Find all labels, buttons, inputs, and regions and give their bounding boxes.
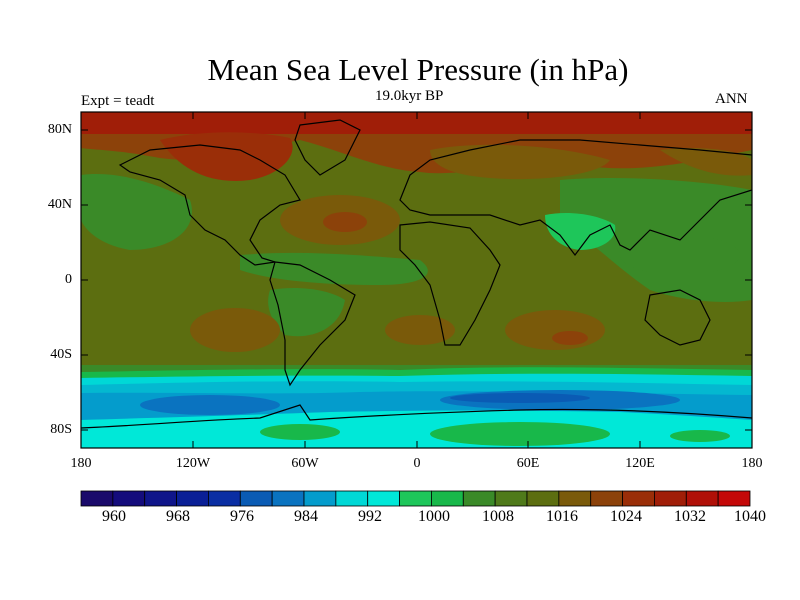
- lat-tick-label: 40N: [47, 197, 72, 212]
- map-ticks: [81, 112, 752, 448]
- lon-tick-label: 180: [70, 456, 92, 471]
- colorbar-label: 968: [166, 508, 190, 525]
- lat-tick-label: 80S: [50, 422, 72, 437]
- colorbar-label: 976: [230, 508, 254, 525]
- colorbar-swatch: [399, 490, 432, 507]
- colorbar-swatch: [303, 490, 337, 507]
- lon-tick-label: 180: [741, 456, 763, 471]
- lon-tick-label: 60W: [291, 456, 319, 471]
- lon-tick-label: 60E: [516, 456, 540, 471]
- colorbar-label: 984: [294, 508, 318, 525]
- colorbar-label: 1000: [418, 508, 450, 525]
- colorbar-label: 1032: [674, 508, 706, 525]
- lon-tick-label: 120W: [175, 456, 211, 471]
- colorbar-label: 1024: [610, 508, 642, 525]
- pressure-field: [81, 112, 752, 448]
- colorbar-label: 1016: [546, 508, 578, 525]
- colorbar-swatch: [717, 490, 751, 507]
- colorbar-swatch: [80, 490, 114, 507]
- colorbar-label: 960: [102, 508, 126, 525]
- colorbar-swatch: [685, 490, 719, 507]
- colorbar-label: 1008: [482, 508, 514, 525]
- colorbar-label: 1040: [734, 508, 766, 525]
- colorbar-label: 992: [358, 508, 382, 525]
- colorbar-swatch: [335, 490, 369, 507]
- colorbar-swatch: [208, 490, 241, 507]
- colorbar-swatch: [367, 490, 400, 507]
- colorbar-swatch: [431, 490, 464, 507]
- colorbar: [80, 490, 751, 507]
- lat-tick-label: 0: [65, 272, 72, 287]
- colorbar-swatch: [144, 490, 177, 507]
- season-label: ANN: [715, 91, 748, 107]
- colorbar-swatch: [558, 490, 592, 507]
- colorbar-swatch: [176, 490, 209, 507]
- colorbar-swatch: [590, 490, 623, 507]
- colorbar-swatch: [112, 490, 146, 507]
- colorbar-swatch: [462, 490, 496, 507]
- colorbar-swatch: [271, 490, 305, 507]
- map-title: Mean Sea Level Pressure (in hPa): [207, 52, 629, 87]
- experiment-label: Expt = teadt: [81, 93, 155, 109]
- map-subtitle: 19.0kyr BP: [375, 88, 444, 104]
- colorbar-swatch: [494, 490, 528, 507]
- lat-tick-label: 80N: [47, 122, 72, 137]
- lon-tick-label: 120E: [625, 456, 655, 471]
- lat-tick-label: 40S: [50, 347, 72, 362]
- lon-tick-label: 0: [413, 456, 421, 471]
- colorbar-swatch: [239, 490, 273, 507]
- colorbar-swatch: [654, 490, 687, 507]
- colorbar-swatch: [526, 490, 560, 507]
- coastlines: [81, 119, 752, 429]
- colorbar-swatch: [622, 490, 655, 507]
